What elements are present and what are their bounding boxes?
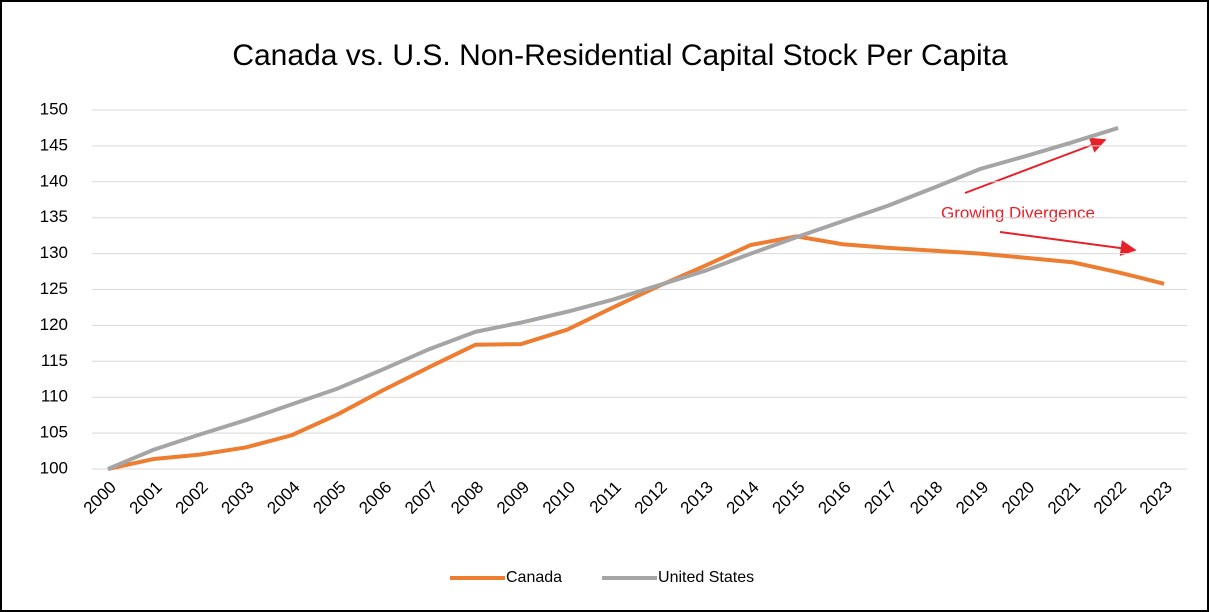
x-tick-label: 2022 [1090, 478, 1130, 518]
y-tick-label: 120 [40, 315, 68, 334]
x-tick-label: 2011 [586, 478, 625, 517]
y-tick-label: 145 [40, 135, 68, 154]
y-tick-label: 150 [40, 99, 68, 118]
x-tick-label: 2009 [493, 478, 533, 518]
y-tick-label: 110 [41, 387, 68, 406]
x-tick-label: 2015 [769, 478, 809, 518]
x-tick-label: 2017 [860, 478, 900, 518]
x-tick-label: 2005 [309, 478, 349, 518]
legend-label: Canada [506, 569, 562, 586]
x-tick-label: 2003 [218, 478, 258, 518]
arrow [999, 231, 1137, 257]
x-tick-label: 2000 [80, 478, 120, 518]
x-tick-label: 2002 [172, 478, 212, 518]
x-tick-label: 2013 [677, 478, 717, 518]
x-tick-label: 2004 [263, 478, 303, 518]
x-tick-label: 2007 [401, 478, 441, 518]
y-tick-label: 140 [40, 171, 68, 190]
y-tick-label: 115 [41, 351, 68, 370]
line [107, 234, 1165, 471]
line [107, 126, 1119, 471]
x-tick-label: 2021 [1044, 478, 1084, 518]
x-tick-label: 2012 [631, 478, 671, 518]
x-tick-label: 2001 [126, 478, 166, 518]
x-tick-label: 2018 [906, 478, 946, 518]
y-tick-label: 125 [40, 279, 68, 298]
y-tick-label: 135 [40, 207, 68, 226]
x-tick-label: 2006 [355, 478, 395, 518]
x-tick-label: 2016 [814, 478, 854, 518]
annotation: Growing Divergence [941, 203, 1095, 222]
x-tick-label: 2023 [1136, 478, 1176, 518]
x-tick-label: 2014 [723, 478, 763, 518]
chart-title: Canada vs. U.S. Non-Residential Capital … [232, 39, 1008, 72]
y-tick-label: 130 [40, 243, 68, 262]
y-tick-label: 105 [40, 423, 68, 442]
x-tick-label: 2008 [447, 478, 487, 518]
legend-label: United States [658, 569, 754, 586]
x-tick-label: 2019 [952, 478, 992, 518]
x-tick-label: 2010 [539, 478, 579, 518]
x-tick-label: 2020 [998, 478, 1038, 518]
y-tick-label: 100 [40, 458, 68, 477]
arrow [964, 137, 1107, 194]
